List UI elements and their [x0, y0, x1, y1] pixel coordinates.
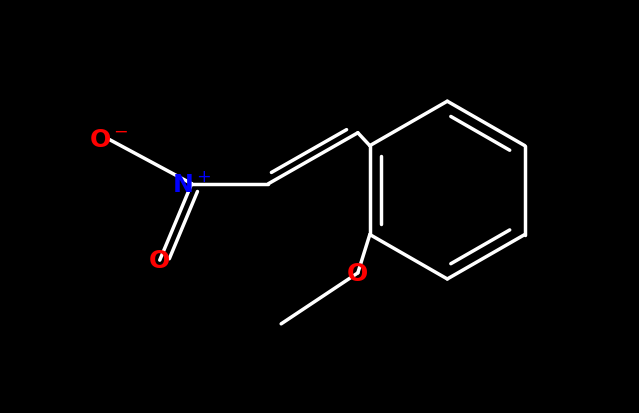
- Text: N$^+$: N$^+$: [172, 172, 212, 197]
- Text: O: O: [347, 261, 369, 285]
- Text: O: O: [149, 249, 171, 273]
- Text: O$^-$: O$^-$: [89, 128, 128, 152]
